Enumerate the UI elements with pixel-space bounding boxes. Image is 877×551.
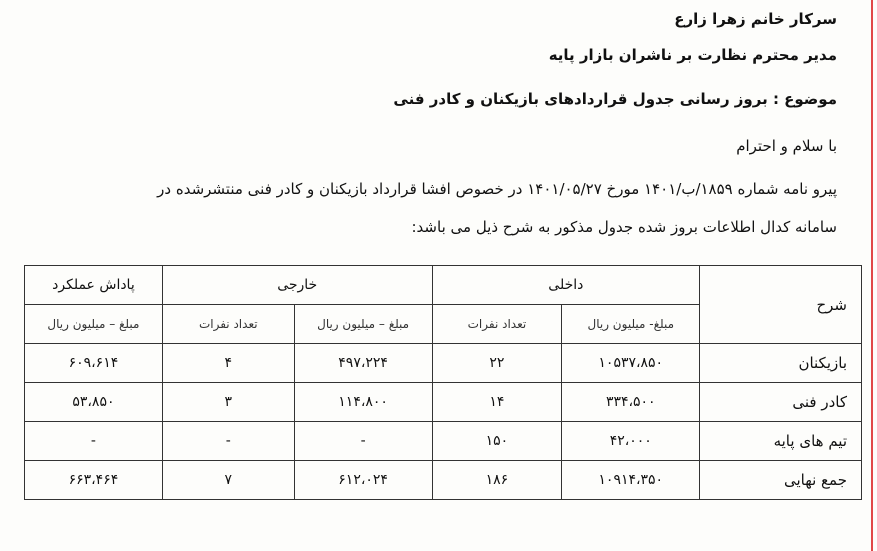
recipient-position: مدیر محترم نظارت بر ناشران بازار پایه [548,46,837,64]
cell-f-amount: ۴۹۷،۲۲۴ [293,343,433,383]
cell-b-amount: ۶۰۹،۶۱۴ [24,343,163,383]
table-row: کادر فنی ۳۳۴،۵۰۰ ۱۴ ۱۱۴،۸۰۰ ۳ ۵۳،۸۵۰ [24,382,862,422]
recipient: سرکار خانم زهرا زارع [674,10,837,28]
subject: موضوع : بروز رسانی جدول قراردادهای بازیک… [393,90,837,108]
cell-b-amount: ۵۳،۸۵۰ [24,382,163,422]
cell-desc: کادر فنی [699,382,862,422]
cell-desc: تیم های پایه [699,421,862,461]
cell-b-amount: - [24,421,163,461]
cell-f-amount: ۱۱۴،۸۰۰ [293,382,433,422]
sub-d-amount: مبلغ- میلیون ریال [561,304,701,344]
table-row: تیم های پایه ۴۲،۰۰۰ ۱۵۰- - - [24,421,862,461]
cell-d-amount: ۱۰۵۳۷،۸۵۰ [561,343,701,383]
cell-desc: جمع نهایی [699,460,862,500]
greeting: با سلام و احترام [736,137,837,155]
cell-d-count: ۲۲ [431,343,563,383]
cell-desc: بازیکنان [699,343,862,383]
cell-f-count: ۷ [161,460,295,500]
cell-d-amount: ۳۳۴،۵۰۰ [561,382,701,422]
cell-f-count: ۳ [161,382,295,422]
cell-d-count: ۱۵۰ [431,421,563,461]
table-row: جمع نهایی ۱۰۹۱۴،۳۵۰ ۱۸۶ ۶۱۲،۰۲۴ ۷ ۶۶۳،۴۶۴ [24,460,862,500]
body-line-2: سامانه کدال اطلاعات بروز شده جدول مذکور … [411,218,838,236]
body-line-1: پیرو نامه شماره ۱۸۵۹/ب/۱۴۰۱ مورخ ۱۴۰۱/۰۵… [157,180,837,198]
header-desc: شرح [699,265,862,344]
header-foreign: خارجی [161,265,433,305]
table-header-row: شرح داخلی خارجی پاداش عملکرد [24,265,862,344]
cell-b-amount: ۶۶۳،۴۶۴ [24,460,163,500]
sub-d-count: تعداد نفرات [431,304,563,344]
cell-d-amount: ۴۲،۰۰۰ [561,421,701,461]
cell-d-amount: ۱۰۹۱۴،۳۵۰ [561,460,701,500]
sub-f-amount: مبلغ – میلیون ریال [293,304,433,344]
header-domestic: داخلی [431,265,701,305]
cell-f-amount: ۶۱۲،۰۲۴ [293,460,433,500]
sub-f-count: تعداد نفرات [161,304,295,344]
table-row: بازیکنان ۱۰۵۳۷،۸۵۰ ۲۲ ۴۹۷،۲۲۴ ۴ ۶۰۹،۶۱۴ [24,343,862,383]
header-bonus: پاداش عملکرد [24,265,163,305]
cell-d-count: ۱۴ [431,382,563,422]
sub-b-amount: مبلغ – میلیون ریال [24,304,163,344]
cell-f-count: ۴ [161,343,295,383]
page-edge-line [871,0,873,551]
cell-d-count: ۱۸۶ [431,460,563,500]
contracts-table: شرح داخلی خارجی پاداش عملکرد مبلغ- میلیو… [24,265,862,500]
cell-f-amount: - [293,421,433,461]
table-subheader-row: مبلغ- میلیون ریال تعداد نفرات مبلغ – میل… [24,304,862,344]
cell-f-count: - [161,421,295,461]
